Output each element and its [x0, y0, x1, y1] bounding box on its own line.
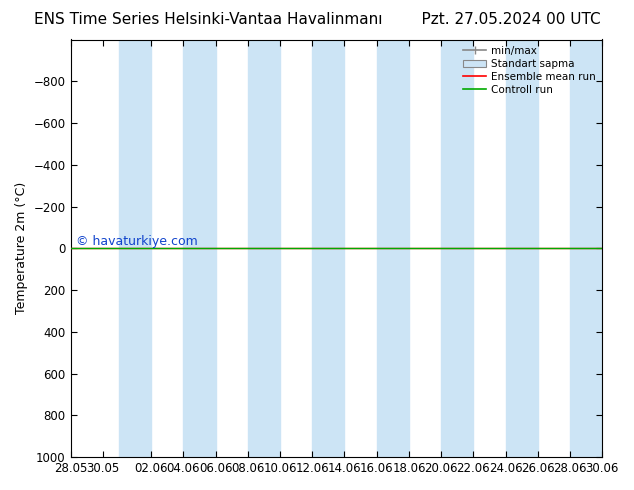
- Bar: [441, 40, 474, 457]
- Bar: [570, 40, 602, 457]
- Bar: [377, 40, 409, 457]
- Bar: [248, 40, 280, 457]
- Bar: [506, 40, 538, 457]
- Bar: [183, 40, 216, 457]
- Legend: min/max, Standart sapma, Ensemble mean run, Controll run: min/max, Standart sapma, Ensemble mean r…: [459, 42, 600, 99]
- Bar: [313, 40, 344, 457]
- Text: © havaturkiye.com: © havaturkiye.com: [76, 235, 198, 248]
- Text: ENS Time Series Helsinki-Vantaa Havalinmanı        Pzt. 27.05.2024 00 UTC: ENS Time Series Helsinki-Vantaa Havalinm…: [34, 12, 600, 27]
- Y-axis label: Temperature 2m (°C): Temperature 2m (°C): [15, 182, 28, 315]
- Bar: [119, 40, 151, 457]
